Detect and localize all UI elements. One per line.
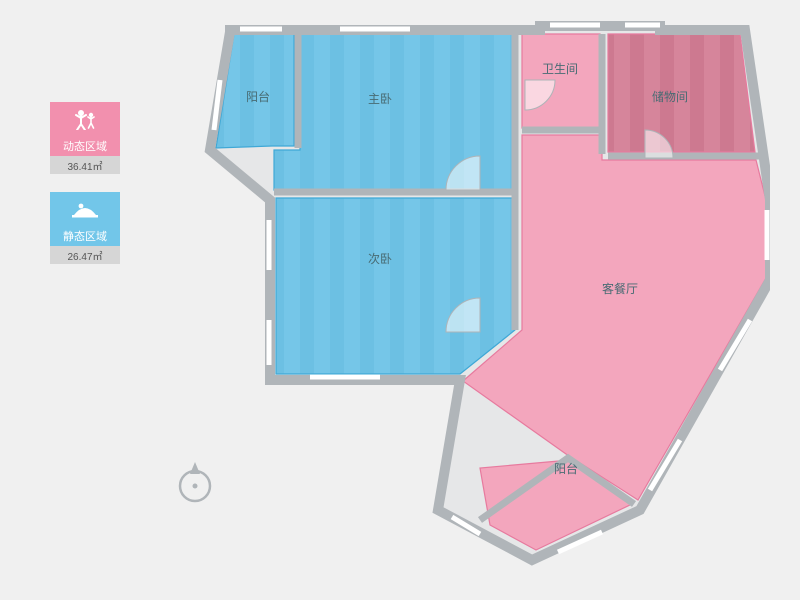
stage: 动态区域 36.41㎡ 静态区域 26.47㎡ (0, 0, 800, 600)
legend-dynamic-icon (50, 102, 120, 136)
legend: 动态区域 36.41㎡ 静态区域 26.47㎡ (50, 102, 120, 282)
legend-dynamic-value: 36.41㎡ (50, 156, 120, 174)
room-label-master: 主卧 (368, 92, 392, 106)
chair-icon (70, 199, 100, 219)
legend-static-value: 26.47㎡ (50, 246, 120, 264)
legend-static-label: 静态区域 (50, 226, 120, 246)
room-label-second: 次卧 (368, 252, 392, 266)
room-label-storage: 储物间 (652, 89, 688, 104)
room-label-balcony2: 阳台 (554, 461, 578, 476)
legend-dynamic: 动态区域 36.41㎡ (50, 102, 120, 174)
people-icon (71, 108, 99, 130)
room-label-living: 客餐厅 (602, 281, 638, 296)
floorplan: 主卧阳台次卧卫生间储物间客餐厅阳台 (180, 20, 770, 580)
room-second (276, 198, 515, 374)
floorplan-svg: 主卧阳台次卧卫生间储物间客餐厅阳台 (180, 20, 770, 580)
legend-static: 静态区域 26.47㎡ (50, 192, 120, 264)
legend-static-icon (50, 192, 120, 226)
room-label-bath: 卫生间 (542, 62, 578, 76)
room-label-balcony1: 阳台 (246, 89, 270, 104)
legend-dynamic-label: 动态区域 (50, 136, 120, 156)
